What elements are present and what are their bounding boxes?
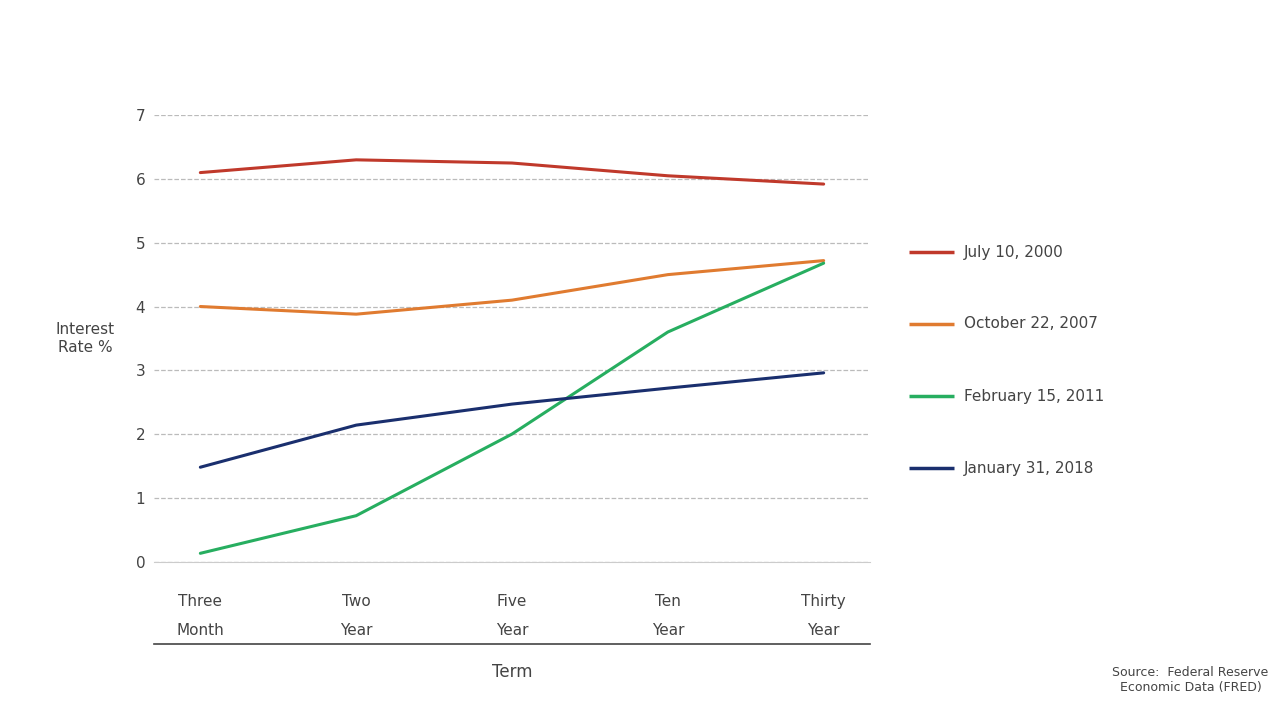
Text: Five: Five — [497, 594, 527, 609]
Text: Year: Year — [652, 623, 684, 638]
Text: Ten: Ten — [655, 594, 681, 609]
Text: January 31, 2018: January 31, 2018 — [964, 461, 1094, 475]
Text: Interest
Rate %: Interest Rate % — [56, 323, 115, 354]
Text: Term: Term — [492, 662, 532, 681]
Text: October 22, 2007: October 22, 2007 — [964, 317, 1098, 331]
Text: Source:  Federal Reserve
Economic Data (FRED): Source: Federal Reserve Economic Data (F… — [1112, 667, 1268, 694]
Text: Year: Year — [495, 623, 529, 638]
Text: U.S. Treasury Yield Curves: U.S. Treasury Yield Curves — [371, 24, 909, 58]
Text: Three: Three — [178, 594, 223, 609]
Text: Year: Year — [808, 623, 840, 638]
Text: Month: Month — [177, 623, 224, 638]
Text: July 10, 2000: July 10, 2000 — [964, 245, 1064, 259]
Text: February 15, 2011: February 15, 2011 — [964, 389, 1105, 403]
Text: Two: Two — [342, 594, 370, 609]
Text: Year: Year — [340, 623, 372, 638]
Text: Thirty: Thirty — [801, 594, 846, 609]
